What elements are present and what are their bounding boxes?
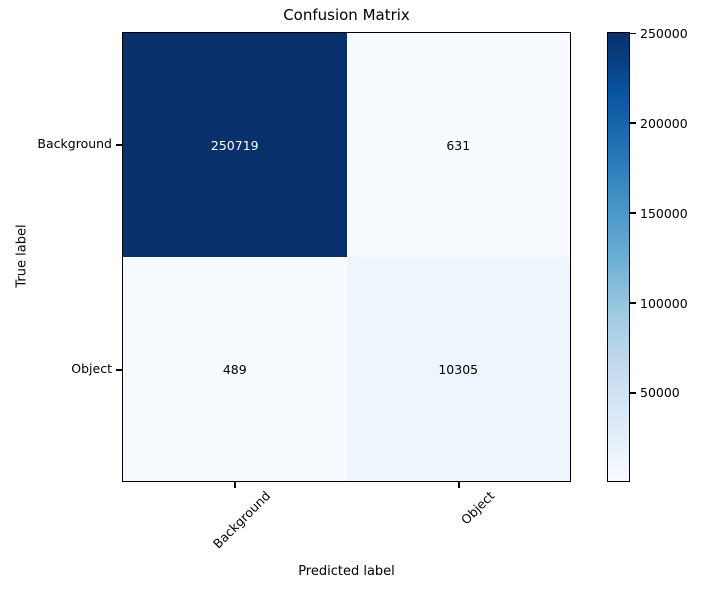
cell-value: 250719 [210,137,259,153]
colorbar-tick-label: 150000 [640,205,688,221]
colorbar-tick-mark [630,122,636,124]
matrix-cell-object-background: 489 [123,257,347,481]
y-tick-mark [116,369,122,371]
heatmap-plot-area: 250719 631 489 10305 [122,32,571,482]
x-tick-mark [458,482,460,488]
ytick-label-object: Object [71,361,112,376]
matrix-cell-background-background: 250719 [123,33,347,257]
colorbar-tick-mark [630,212,636,214]
y-axis-label: True label [14,224,30,288]
xtick-label-object: Object [458,488,498,528]
matrix-cell-background-object: 631 [346,33,570,257]
ytick-label-background: Background [37,136,112,151]
x-tick-mark [234,482,236,488]
colorbar-tick-label: 100000 [640,295,688,311]
xtick-label-background: Background [210,488,274,552]
colorbar-tick-label: 50000 [640,385,680,401]
matrix-cell-object-object: 10305 [346,257,570,481]
colorbar-tick-mark [630,32,636,35]
x-axis-label: Predicted label [298,564,395,579]
chart-title: Confusion Matrix [283,6,410,24]
colorbar-tick-label: 250000 [640,25,688,41]
colorbar-tick-mark [630,302,636,304]
cell-value: 10305 [438,361,479,377]
colorbar [607,32,630,482]
cell-value: 489 [222,361,247,377]
colorbar-tick-label: 200000 [640,115,688,131]
y-tick-mark [116,144,122,146]
colorbar-tick-mark [630,392,636,394]
cell-value: 631 [446,137,471,153]
